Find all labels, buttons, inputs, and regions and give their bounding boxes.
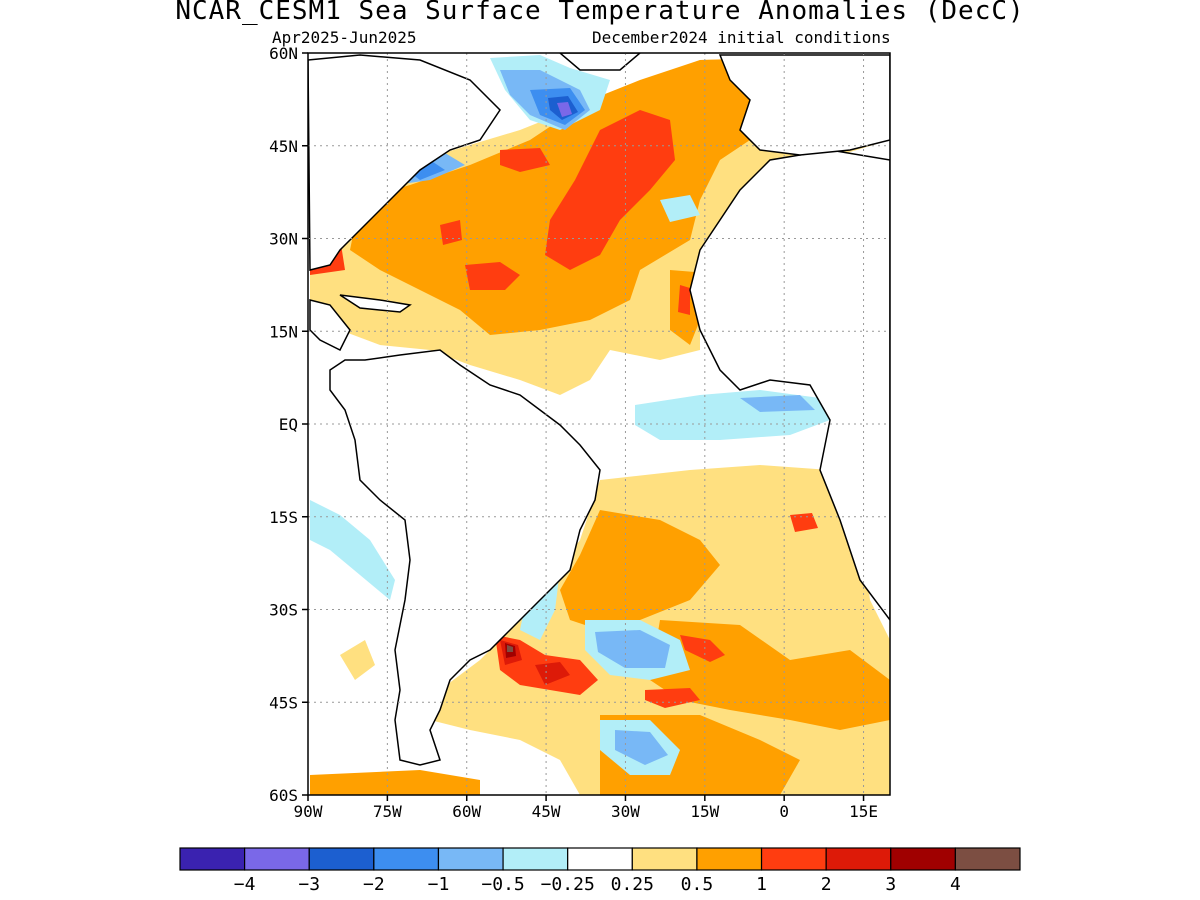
y-tick-label: 60S: [269, 786, 298, 805]
anomaly-region-orange: [310, 770, 480, 795]
anomaly-region-red: [545, 110, 675, 270]
colorbar-label: −3: [298, 874, 320, 895]
anomaly-region-red: [678, 285, 690, 315]
y-tick-label: 15S: [269, 508, 298, 527]
colorbar-swatch: [179, 847, 246, 871]
cuba-outline: [339, 294, 412, 313]
anomaly-region-orange: [560, 510, 720, 630]
y-tick-label: 45N: [269, 137, 298, 156]
x-tick-label: 30W: [611, 802, 640, 821]
colorbar-swatch: [631, 847, 698, 871]
y-tick-label: 60N: [269, 44, 298, 63]
colorbar-label: −2: [363, 874, 385, 895]
anomaly-region-blue: [615, 730, 668, 765]
colorbar: −4 −3 −2 −1 −0.5 −0.25 0.25 0.5 1 2 3 4: [179, 847, 1021, 895]
colorbar-swatch: [502, 847, 569, 871]
colorbar-swatch: [760, 847, 827, 871]
anomaly-region-red: [500, 148, 550, 172]
anomaly-region-brown: [507, 645, 513, 652]
europe-outline: [718, 54, 890, 156]
x-tick-label: 45W: [532, 802, 561, 821]
colorbar-label: 3: [885, 874, 896, 895]
chart-title: NCAR_CESM1 Sea Surface Temperature Anoma…: [175, 0, 1025, 26]
anomaly-region-light: [340, 640, 375, 680]
colorbar-label: −0.5: [481, 874, 524, 895]
anomaly-region-red: [680, 635, 725, 662]
colorbar-swatch: [308, 847, 375, 871]
colorbar-label: −1: [428, 874, 450, 895]
x-tick-label: 90W: [294, 802, 323, 821]
colorbar-swatch: [825, 847, 892, 871]
anomaly-region-red: [790, 513, 818, 532]
anomaly-region-blue: [595, 630, 670, 668]
axis-ticks: 90W 75W 60W 45W 30W 15W 0 15E 60N 45N 30N 15N EQ 15S 3…: [269, 44, 878, 821]
forecast-period: Apr2025-Jun2025: [272, 28, 417, 47]
y-tick-label: 45S: [269, 693, 298, 712]
anomaly-region-red: [645, 688, 700, 708]
colorbar-swatch: [567, 847, 633, 871]
initial-conditions: December2024 initial conditions: [592, 28, 891, 47]
north-america-outline: [308, 54, 501, 271]
y-tick-label: 30S: [269, 601, 298, 620]
x-tick-label: 60W: [452, 802, 481, 821]
africa-outline: [689, 149, 890, 622]
colorbar-swatch: [890, 847, 956, 871]
y-tick-label: 30N: [269, 230, 298, 249]
anomaly-region-red: [465, 262, 520, 290]
colorbar-label: 2: [821, 874, 832, 895]
colorbar-swatch: [373, 847, 440, 871]
anomaly-region-red: [440, 220, 462, 245]
anomaly-region-purple: [557, 102, 572, 117]
landmasses: [308, 53, 890, 766]
colorbar-label: −0.25: [541, 874, 595, 895]
central-america-outline: [309, 299, 351, 352]
colorbar-label: 0.5: [681, 874, 714, 895]
colorbar-label: 0.25: [611, 874, 654, 895]
x-tick-label: 15W: [690, 802, 719, 821]
colorbar-swatch: [437, 847, 504, 871]
anomaly-region-darkred: [535, 662, 570, 685]
anomaly-region-lightblue: [310, 500, 395, 600]
greenland-outline: [558, 53, 642, 71]
colorbar-swatch: [244, 847, 310, 871]
y-tick-label: 15N: [269, 322, 298, 341]
colorbar-label: −4: [234, 874, 256, 895]
x-tick-label: 0: [779, 802, 789, 821]
x-tick-label: 15E: [849, 802, 878, 821]
anomaly-region-lightblue: [660, 195, 700, 222]
colorbar-swatch: [696, 847, 763, 871]
x-tick-label: 75W: [373, 802, 402, 821]
colorbar-label: 4: [950, 874, 961, 895]
colorbar-label: 1: [756, 874, 767, 895]
anomaly-region-blue: [740, 395, 815, 412]
y-tick-label: EQ: [279, 415, 298, 434]
colorbar-swatch: [954, 847, 1021, 871]
south-america-outline: [329, 349, 601, 766]
graticule: [308, 53, 890, 795]
